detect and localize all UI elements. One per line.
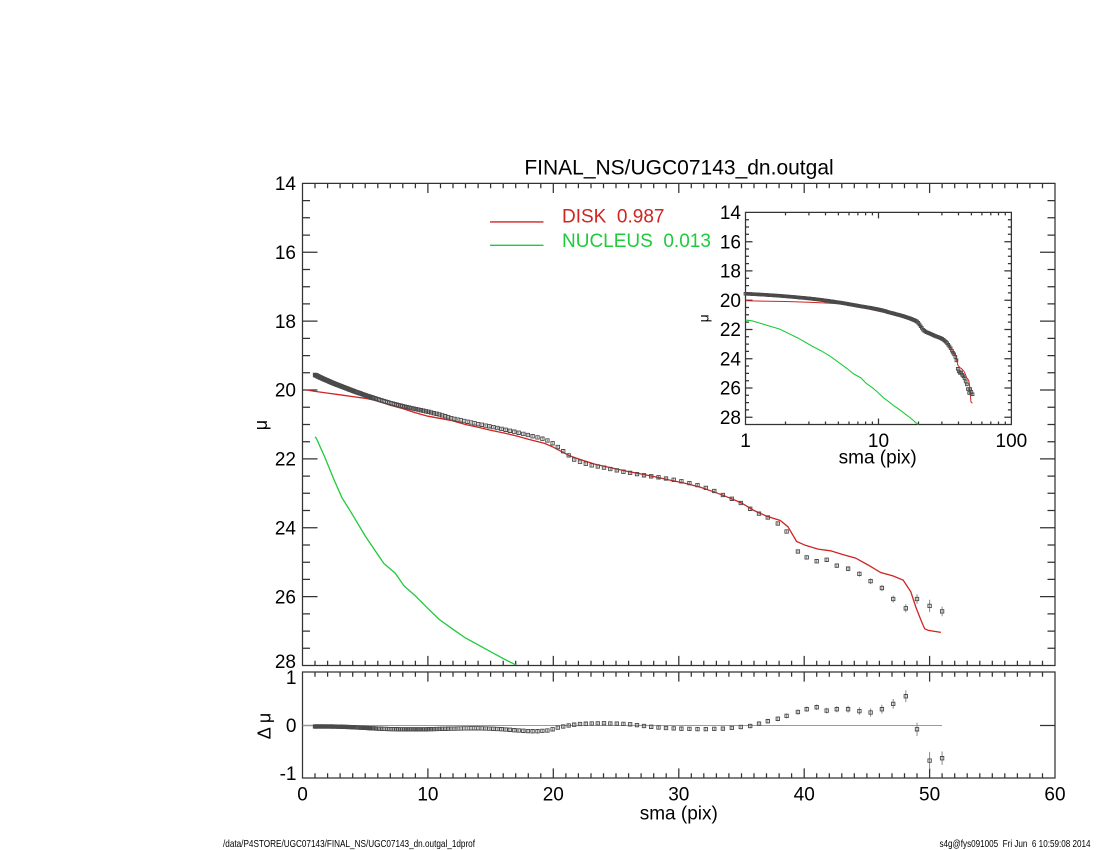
svg-text:10: 10	[868, 431, 889, 452]
svg-text:20: 20	[543, 785, 564, 806]
svg-text:24: 24	[720, 349, 742, 370]
svg-text:50: 50	[919, 785, 940, 806]
svg-text:40: 40	[794, 785, 815, 806]
svg-text:26: 26	[275, 587, 296, 608]
svg-text:sma (pix): sma (pix)	[640, 804, 718, 825]
svg-text:30: 30	[668, 785, 689, 806]
svg-text:NUCLEUS 0.013: NUCLEUS 0.013	[562, 231, 711, 252]
svg-text:/data/P4STORE/UGC07143/FINAL_N: /data/P4STORE/UGC07143/FINAL_NS/UGC07143…	[223, 839, 475, 850]
svg-text:FINAL_NS/UGC07143_dn.outgal: FINAL_NS/UGC07143_dn.outgal	[524, 157, 833, 180]
svg-text:s4g@fys091005 Fri Jun 6 10:5: s4g@fys091005 Fri Jun 6 10:59:08 2014	[940, 839, 1091, 850]
svg-text:20: 20	[275, 381, 296, 402]
svg-text:24: 24	[275, 519, 297, 540]
svg-text:28: 28	[275, 652, 296, 673]
svg-text:14: 14	[275, 174, 297, 195]
svg-text:22: 22	[720, 320, 741, 341]
svg-text:22: 22	[275, 450, 296, 471]
svg-text:18: 18	[720, 262, 741, 283]
svg-text:DISK 0.987: DISK 0.987	[562, 207, 664, 228]
svg-text:20: 20	[720, 291, 741, 312]
svg-text:0: 0	[297, 785, 308, 806]
svg-text:16: 16	[720, 232, 741, 253]
svg-text:μ: μ	[696, 314, 712, 322]
svg-text:-1: -1	[280, 764, 297, 785]
svg-text:1: 1	[740, 431, 751, 452]
svg-text:μ: μ	[251, 420, 271, 430]
svg-text:28: 28	[720, 408, 741, 429]
svg-text:60: 60	[1044, 785, 1065, 806]
svg-text:18: 18	[275, 312, 296, 333]
svg-text:sma (pix): sma (pix)	[839, 448, 917, 469]
svg-text:0: 0	[286, 716, 297, 737]
svg-text:1: 1	[286, 668, 297, 689]
svg-text:100: 100	[996, 431, 1028, 452]
svg-text:16: 16	[275, 243, 296, 264]
svg-text:26: 26	[720, 379, 741, 400]
svg-text:10: 10	[417, 785, 438, 806]
svg-text:14: 14	[720, 203, 742, 224]
svg-text:Δ μ: Δ μ	[255, 713, 275, 739]
